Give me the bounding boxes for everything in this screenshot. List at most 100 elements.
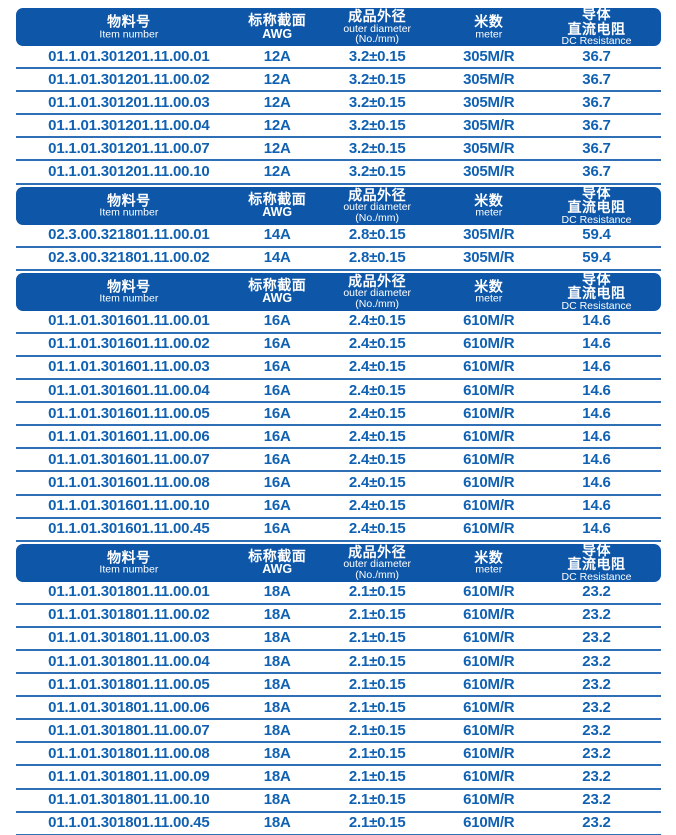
header-line: DC Resistance	[561, 213, 632, 226]
header-cell-awg: 标称截面 AWG	[248, 192, 306, 220]
cell-meter: 610M/R	[463, 721, 515, 739]
cell-awg: 16A	[263, 427, 291, 445]
header-line: meter	[475, 206, 503, 219]
header-line: 米数	[474, 548, 504, 565]
cell-awg: 12A	[263, 70, 291, 88]
header-cell-outer-diameter: 成品外径 outer diameter (No./mm)	[343, 9, 411, 45]
table-row: 01.1.01.301601.11.00.10 16A 2.4±0.15 610M/R…	[16, 496, 661, 519]
header-cell-meter: 米数 meter	[474, 550, 503, 575]
cell-meter: 610M/R	[463, 698, 515, 716]
header-line: 标称截面	[248, 190, 307, 207]
header-cell-outer-diameter: 成品外径 outer diameter (No./mm)	[343, 544, 411, 581]
cell-item-number: 01.1.01.301801.11.00.04	[48, 652, 210, 670]
cell-outer-diameter: 3.2±0.15	[348, 70, 406, 88]
cell-outer-diameter: 2.1±0.15	[348, 675, 406, 693]
cell-dc-resistance: 23.2	[582, 768, 611, 786]
header-line: 物料号	[107, 191, 151, 208]
cell-item-number: 01.1.01.301801.11.00.05	[48, 675, 210, 693]
cell-meter: 610M/R	[463, 629, 515, 647]
cell-awg: 14A	[263, 226, 291, 244]
header-cell-dc-resistance: 导体 直流电阻 DC Resistance	[561, 7, 631, 47]
section-header: 物料号 Item number 标称截面 AWG 成品外径 outer diameter(…	[16, 184, 661, 226]
cell-dc-resistance: 36.7	[582, 163, 611, 181]
cell-dc-resistance: 14.6	[582, 427, 611, 445]
cell-awg: 18A	[263, 652, 291, 670]
cell-dc-resistance: 14.6	[582, 497, 611, 515]
cell-outer-diameter: 2.4±0.15	[348, 358, 406, 376]
table-row: 01.1.01.301801.11.00.08 18A 2.1±0.15 610M/R…	[16, 743, 661, 767]
cell-meter: 610M/R	[463, 791, 515, 809]
cell-outer-diameter: 2.4±0.15	[348, 404, 406, 422]
cell-outer-diameter: 2.1±0.15	[348, 698, 406, 716]
cell-outer-diameter: 2.4±0.15	[348, 451, 406, 469]
cell-awg: 16A	[263, 358, 291, 376]
cell-outer-diameter: 2.1±0.15	[348, 629, 406, 647]
header-cell-meter: 米数 meter	[474, 279, 503, 304]
cell-meter: 305M/R	[463, 116, 515, 134]
cell-outer-diameter: 2.1±0.15	[348, 652, 406, 670]
header-line: AWG	[262, 291, 293, 306]
cell-awg: 16A	[263, 520, 291, 538]
cell-awg: 18A	[263, 698, 291, 716]
section-header: 物料号 Item number 标称截面 AWG 成品外径 outer diameter(…	[16, 272, 661, 312]
header-line: DC Resistance	[561, 35, 632, 48]
header-cell-dc-resistance: 导体 直流电阻 DC Resistance	[561, 272, 631, 312]
header-cell-awg: 标称截面 AWG	[248, 278, 306, 306]
header-line: 标称截面	[248, 547, 307, 564]
table-row: 01.1.01.301601.11.00.45 16A 2.4±0.15 610M/R…	[16, 519, 661, 542]
table-row: 01.1.01.301801.11.00.45 18A 2.1±0.15 610M/R…	[16, 813, 661, 835]
cell-meter: 305M/R	[463, 93, 515, 111]
header-line: 成品外径	[348, 7, 407, 24]
cell-item-number: 01.1.01.301801.11.00.02	[48, 606, 210, 624]
cell-item-number: 01.1.01.301201.11.00.04	[48, 116, 210, 134]
cell-item-number: 01.1.01.301801.11.00.09	[48, 768, 210, 786]
cell-awg: 12A	[263, 140, 291, 158]
cell-meter: 305M/R	[463, 47, 515, 65]
cell-outer-diameter: 2.1±0.15	[348, 721, 406, 739]
table-row: 01.1.01.301601.11.00.08 16A 2.4±0.15 610M/R…	[16, 472, 661, 496]
table-row: 01.1.01.301601.11.00.02 16A 2.4±0.15 610M/R…	[16, 334, 661, 357]
section-header: 物料号 Item number 标称截面 AWG 成品外径 outer diameter(…	[16, 7, 661, 47]
cell-meter: 305M/R	[463, 226, 515, 244]
cell-outer-diameter: 3.2±0.15	[348, 140, 406, 158]
cell-outer-diameter: 3.2±0.15	[348, 163, 406, 181]
cell-dc-resistance: 23.2	[582, 791, 611, 809]
header-line: 导体	[582, 184, 611, 201]
cell-item-number: 01.1.01.301201.11.00.07	[48, 140, 210, 158]
table-row: 01.1.01.301601.11.00.03 16A 2.4±0.15 610M/R…	[16, 357, 661, 381]
cell-dc-resistance: 14.6	[582, 474, 611, 492]
cell-outer-diameter: 2.4±0.15	[348, 381, 406, 399]
cell-item-number: 01.1.01.301801.11.00.10	[48, 791, 210, 809]
cell-dc-resistance: 23.2	[582, 606, 611, 624]
section-rows: 01.1.01.301601.11.00.01 16A 2.4±0.15 610M/R…	[16, 311, 661, 542]
cell-meter: 610M/R	[463, 404, 515, 422]
cell-item-number: 01.1.01.301601.11.00.07	[48, 451, 210, 469]
cell-awg: 18A	[263, 791, 291, 809]
header-line: 米数	[474, 278, 504, 295]
table-row: 01.1.01.301801.11.00.10 18A 2.1±0.15 610M/R…	[16, 790, 661, 813]
cell-dc-resistance: 23.2	[582, 629, 611, 647]
cell-meter: 610M/R	[463, 312, 515, 330]
header-cell-item-number: 物料号 Item number	[99, 14, 158, 39]
cell-dc-resistance: 36.7	[582, 70, 611, 88]
header-line: (No./mm)	[355, 568, 400, 581]
table-row: 01.1.01.301201.11.00.02 12A 3.2±0.15 305M/R…	[16, 69, 661, 93]
cell-dc-resistance: 36.7	[582, 93, 611, 111]
cell-meter: 610M/R	[463, 381, 515, 399]
cell-awg: 18A	[263, 768, 291, 786]
cell-meter: 610M/R	[463, 583, 515, 601]
cell-dc-resistance: 23.2	[582, 721, 611, 739]
cell-item-number: 01.1.01.301601.11.00.01	[48, 312, 210, 330]
header-line: 物料号	[107, 548, 151, 565]
cell-outer-diameter: 2.1±0.15	[348, 814, 406, 832]
cell-awg: 12A	[263, 47, 291, 65]
header-line: meter	[475, 563, 503, 576]
cell-item-number: 01.1.01.301201.11.00.02	[48, 70, 210, 88]
header-line: 标称截面	[248, 276, 307, 293]
header-line: meter	[475, 27, 503, 40]
cell-outer-diameter: 2.8±0.15	[348, 226, 406, 244]
header-cell-meter: 米数 meter	[474, 193, 503, 218]
cell-item-number: 01.1.01.301601.11.00.10	[48, 497, 210, 515]
table-row: 01.1.01.301801.11.00.02 18A 2.1±0.15 610M/R…	[16, 605, 661, 628]
table-row: 01.1.01.301801.11.00.03 18A 2.1±0.15 610M/R…	[16, 628, 661, 651]
